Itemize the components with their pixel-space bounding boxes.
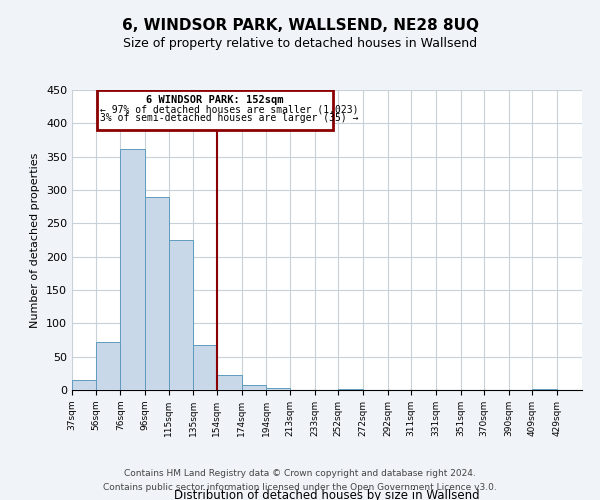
Bar	[217, 376, 242, 390]
Text: 6, WINDSOR PARK, WALLSEND, NE28 8UQ: 6, WINDSOR PARK, WALLSEND, NE28 8UQ	[121, 18, 479, 32]
Bar	[72, 380, 95, 390]
Text: Contains public sector information licensed under the Open Government Licence v3: Contains public sector information licen…	[103, 484, 497, 492]
Text: 6 WINDSOR PARK: 152sqm: 6 WINDSOR PARK: 152sqm	[146, 96, 284, 106]
X-axis label: Distribution of detached houses by size in Wallsend: Distribution of detached houses by size …	[174, 489, 480, 500]
Text: ← 97% of detached houses are smaller (1,023): ← 97% of detached houses are smaller (1,…	[100, 104, 359, 115]
Text: Contains HM Land Registry data © Crown copyright and database right 2024.: Contains HM Land Registry data © Crown c…	[124, 468, 476, 477]
Bar	[242, 386, 266, 390]
Bar	[338, 388, 363, 390]
Bar	[532, 388, 557, 390]
Bar	[95, 342, 120, 390]
Text: Size of property relative to detached houses in Wallsend: Size of property relative to detached ho…	[123, 38, 477, 51]
Bar	[120, 148, 145, 390]
Bar	[145, 196, 169, 390]
Text: 3% of semi-detached houses are larger (35) →: 3% of semi-detached houses are larger (3…	[100, 114, 359, 124]
Bar	[169, 240, 193, 390]
Bar	[97, 90, 333, 130]
Y-axis label: Number of detached properties: Number of detached properties	[31, 152, 40, 328]
Bar	[193, 346, 217, 390]
Bar	[266, 388, 290, 390]
